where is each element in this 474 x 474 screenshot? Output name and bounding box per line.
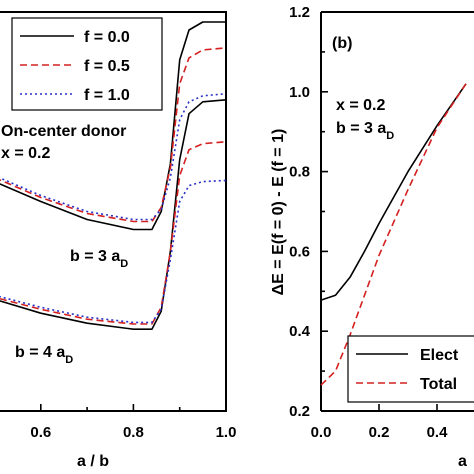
right-y-tick-label: 1.2 (289, 4, 310, 21)
right-y-tick-label: 1.0 (289, 84, 310, 101)
right-panel: 0.20.40.60.81.01.2 0.0 0.2 0.4 (b) x = 0.2… (270, 4, 474, 470)
right-y-tick-label: 0.4 (289, 323, 311, 340)
right-x-axis-title: a (458, 453, 467, 470)
right-y-tick-label: 0.8 (289, 164, 310, 181)
right-x-tick-label: 0.4 (427, 424, 449, 441)
right-legend-label: Total (420, 376, 457, 393)
left-x-tick-label: 0.8 (123, 424, 144, 441)
left-annotation-line-1: On-center donor (1, 123, 126, 140)
left-x-tick-label: 1.0 (216, 424, 237, 441)
right-legend-label: Elect (420, 347, 459, 364)
curve-group1-dashed (0, 47, 227, 223)
curve-group2-dashed (0, 140, 227, 325)
right-y-tick-label: 0.6 (289, 243, 310, 260)
curve-group1-solid (0, 21, 226, 231)
group-label-b3: b = 3 aD (70, 248, 128, 270)
right-x-tick-label: 0.2 (369, 424, 390, 441)
right-annotation-line-2: b = 3 aD (336, 120, 394, 142)
panel-label-b: (b) (332, 35, 352, 52)
right-x-ticks: 0.0 0.2 0.4 (311, 404, 449, 441)
left-x-ticks: 0.40.60.81.0 (30, 404, 237, 441)
right-annotation-line-1: x = 0.2 (336, 97, 385, 114)
right-legend: Elect Total (347, 335, 474, 403)
left-plot-frame (0, 11, 227, 412)
left-x-tick-label: 0.6 (30, 424, 51, 441)
right-curve-dashed (320, 83, 467, 386)
right-y-ticks: 0.2 0.4 0.6 0.8 1.0 1.2 (289, 4, 328, 420)
curve-group2-dotted (0, 179, 227, 324)
left-annotation-line-2: x = 0.2 (1, 145, 50, 162)
group-label-b4: b = 4 aD (15, 344, 73, 366)
right-y-axis-title: ΔE = E(f = 0) - E (f = 1) (270, 129, 287, 296)
right-curve-solid (320, 83, 467, 301)
right-legend-box (347, 335, 474, 403)
left-curves (0, 21, 227, 331)
left-legend: f = 0.0 f = 0.5 f = 1.0 (11, 17, 163, 111)
curve-group2-solid (0, 99, 227, 331)
right-curves (320, 83, 467, 386)
left-legend-label: f = 0.5 (84, 58, 130, 75)
left-legend-label: f = 1.0 (84, 87, 130, 104)
right-y-tick-label: 0.2 (289, 403, 310, 420)
left-panel: 0.40.60.81.0 f = 0.0f = 0.5f = 1.0 On-ce… (0, 11, 237, 470)
left-legend-label: f = 0.0 (84, 29, 130, 46)
right-x-tick-label: 0.0 (311, 424, 332, 441)
left-x-axis-title: a / b (77, 453, 109, 470)
